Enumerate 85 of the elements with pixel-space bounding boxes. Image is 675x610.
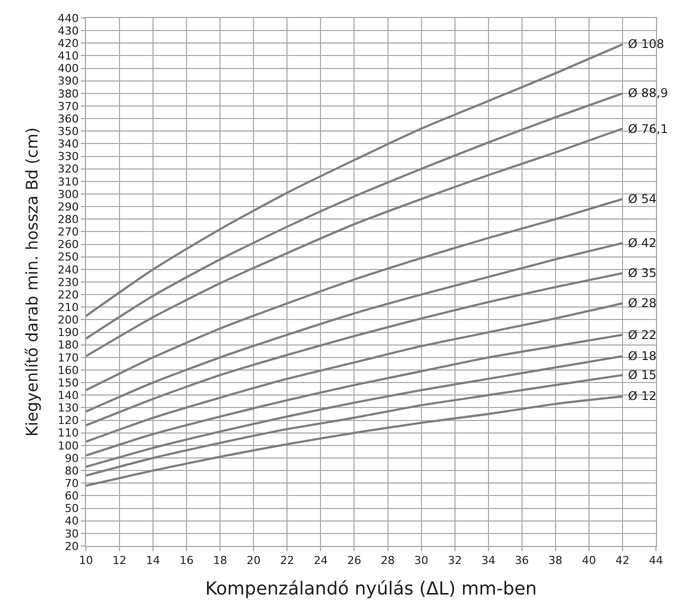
y-tick-label: 300 — [58, 188, 79, 201]
x-tick-label: 10 — [79, 554, 93, 568]
series-label: Ø 22 — [628, 328, 657, 342]
y-tick-label: 340 — [58, 138, 79, 151]
y-tick-label: 330 — [58, 150, 79, 164]
y-tick-label: 200 — [58, 314, 79, 327]
y-tick-label: 310 — [58, 175, 79, 188]
y-tick-label: 430 — [58, 24, 79, 38]
x-tick-label: 12 — [112, 554, 127, 568]
x-tick-label: 36 — [514, 554, 529, 568]
x-tick-label: 38 — [548, 554, 562, 568]
x-tick-label: 14 — [146, 554, 160, 568]
y-tick-label: 320 — [58, 162, 79, 176]
y-axis-title: Kiegyenlítő darab min. hossza Bd (cm) — [22, 127, 42, 437]
y-tick-label: 70 — [64, 476, 79, 490]
y-tick-label: 120 — [58, 414, 79, 428]
y-tick-label: 130 — [58, 402, 79, 415]
line-series — [86, 272, 624, 426]
line-series — [86, 302, 624, 443]
x-axis-title: Kompenzálandó nyúlás (ΔL) mm-ben — [205, 578, 537, 600]
line-series — [86, 43, 624, 318]
y-tick-label: 60 — [64, 490, 79, 503]
y-tick-label: 30 — [64, 527, 79, 540]
y-tick-label: 410 — [58, 50, 79, 63]
line-series — [86, 242, 624, 413]
y-tick-label: 270 — [58, 226, 79, 239]
line-series — [86, 395, 624, 487]
x-tick-label: 42 — [615, 554, 630, 568]
y-tick-label: 350 — [58, 124, 79, 138]
y-tick-label: 40 — [64, 514, 79, 528]
x-tick-label: 24 — [314, 554, 328, 568]
y-tick-label: 100 — [58, 439, 79, 452]
line-series — [86, 355, 624, 468]
x-tick-label: 32 — [448, 554, 462, 568]
y-tick-label: 420 — [58, 36, 79, 50]
y-tick-label: 220 — [58, 288, 79, 302]
y-tick-label: 240 — [58, 263, 79, 276]
y-tick-label: 380 — [58, 87, 79, 100]
y-tick-label: 150 — [58, 376, 79, 390]
line-series — [86, 334, 624, 457]
y-tick-label: 400 — [58, 62, 79, 76]
y-tick-label: 280 — [58, 212, 79, 226]
x-tick-label: 44 — [649, 554, 663, 568]
x-tick-label: 28 — [380, 554, 395, 568]
series-label: Ø 108 — [628, 37, 664, 51]
y-tick-label: 110 — [58, 426, 79, 440]
x-tick-label: 30 — [414, 554, 428, 568]
line-series — [86, 374, 624, 477]
y-tick-label: 250 — [58, 250, 79, 264]
x-tick-label: 20 — [246, 554, 261, 568]
y-tick-label: 20 — [64, 540, 79, 553]
y-tick-label: 180 — [58, 338, 79, 352]
y-tick-label: 140 — [58, 388, 79, 402]
y-tick-label: 360 — [58, 112, 79, 126]
series-label: Ø 18 — [628, 349, 657, 363]
y-tick-label: 80 — [64, 464, 79, 478]
y-tick-label: 230 — [58, 276, 79, 289]
series-label: Ø 15 — [628, 368, 657, 382]
x-tick-label: 16 — [180, 554, 194, 568]
y-tick-label: 50 — [64, 502, 79, 516]
series-label: Ø 88,9 — [628, 86, 668, 100]
line-series — [86, 198, 624, 392]
y-tick-label: 440 — [58, 12, 79, 25]
y-tick-label: 190 — [58, 326, 79, 340]
y-tick-label: 390 — [58, 74, 79, 88]
y-tick-label: 260 — [58, 238, 79, 252]
x-tick-label: 18 — [213, 554, 228, 568]
y-tick-label: 210 — [58, 300, 79, 314]
series-label: Ø 12 — [628, 389, 657, 403]
y-tick-label: 370 — [58, 100, 79, 113]
line-series — [86, 128, 624, 358]
x-tick-label: 40 — [582, 554, 596, 568]
series-label: Ø 42 — [628, 236, 657, 250]
x-tick-label: 26 — [347, 554, 362, 568]
series-label: Ø 28 — [628, 296, 657, 310]
line-series — [86, 92, 624, 340]
series-label: Ø 35 — [628, 266, 657, 280]
series-label: Ø 76,1 — [628, 122, 668, 136]
x-tick-label: 22 — [280, 554, 294, 568]
y-tick-label: 170 — [58, 351, 79, 364]
x-tick-label: 34 — [481, 554, 496, 568]
y-tick-label: 290 — [58, 200, 79, 214]
series-label: Ø 54 — [628, 192, 657, 206]
y-tick-label: 160 — [58, 364, 79, 377]
y-tick-label: 90 — [64, 452, 79, 465]
